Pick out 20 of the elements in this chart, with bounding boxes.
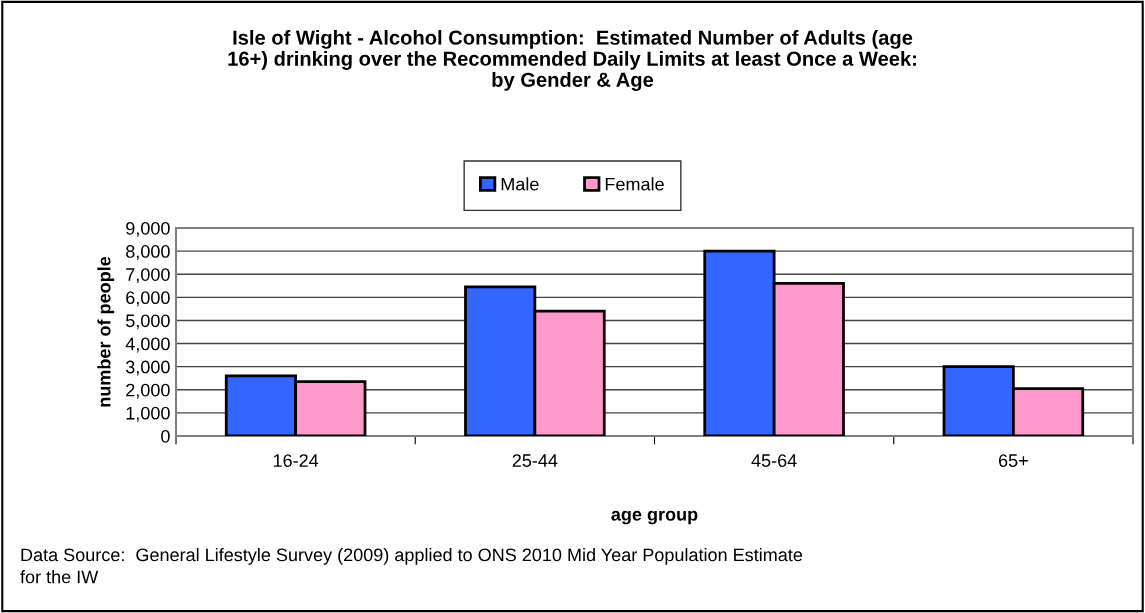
chart-title: Isle of Wight - Alcohol Consumption: Estimated Number of Adults (age 16+) drinking over the Recommended Daily Limits at least Once a Week: by Gender & Age bbox=[228, 30, 916, 91]
y-tick-label: 8,000 bbox=[126, 245, 170, 260]
legend-label: Male bbox=[501, 177, 539, 191]
y-tick-label: 0 bbox=[161, 429, 170, 443]
y-tick-label: 6,000 bbox=[126, 291, 170, 307]
y-tick-label: 5,000 bbox=[125, 314, 170, 330]
y-tick-label: 2,000 bbox=[126, 383, 170, 399]
x-tick-label: 25-44 bbox=[512, 454, 558, 467]
x-tick-label: 16-24 bbox=[273, 454, 319, 467]
x-tick-label: 65+ bbox=[998, 454, 1028, 467]
y-axis-title: number of people bbox=[97, 256, 115, 407]
y-tick-label: 9,000 bbox=[126, 221, 170, 237]
y-tick-label: 7,000 bbox=[126, 268, 170, 284]
legend-label: Female bbox=[605, 177, 664, 191]
x-axis-title: age group bbox=[611, 510, 698, 525]
y-tick-label: 1,000 bbox=[126, 406, 170, 422]
source-note: Data Source: General Lifestyle Survey (2009) applied to ONS 2010 Mid Year Population Estimate for the IW bbox=[20, 548, 803, 584]
y-tick-label: 3,000 bbox=[125, 360, 170, 376]
x-tick-label: 45-64 bbox=[751, 454, 797, 467]
y-tick-label: 4,000 bbox=[125, 337, 170, 353]
